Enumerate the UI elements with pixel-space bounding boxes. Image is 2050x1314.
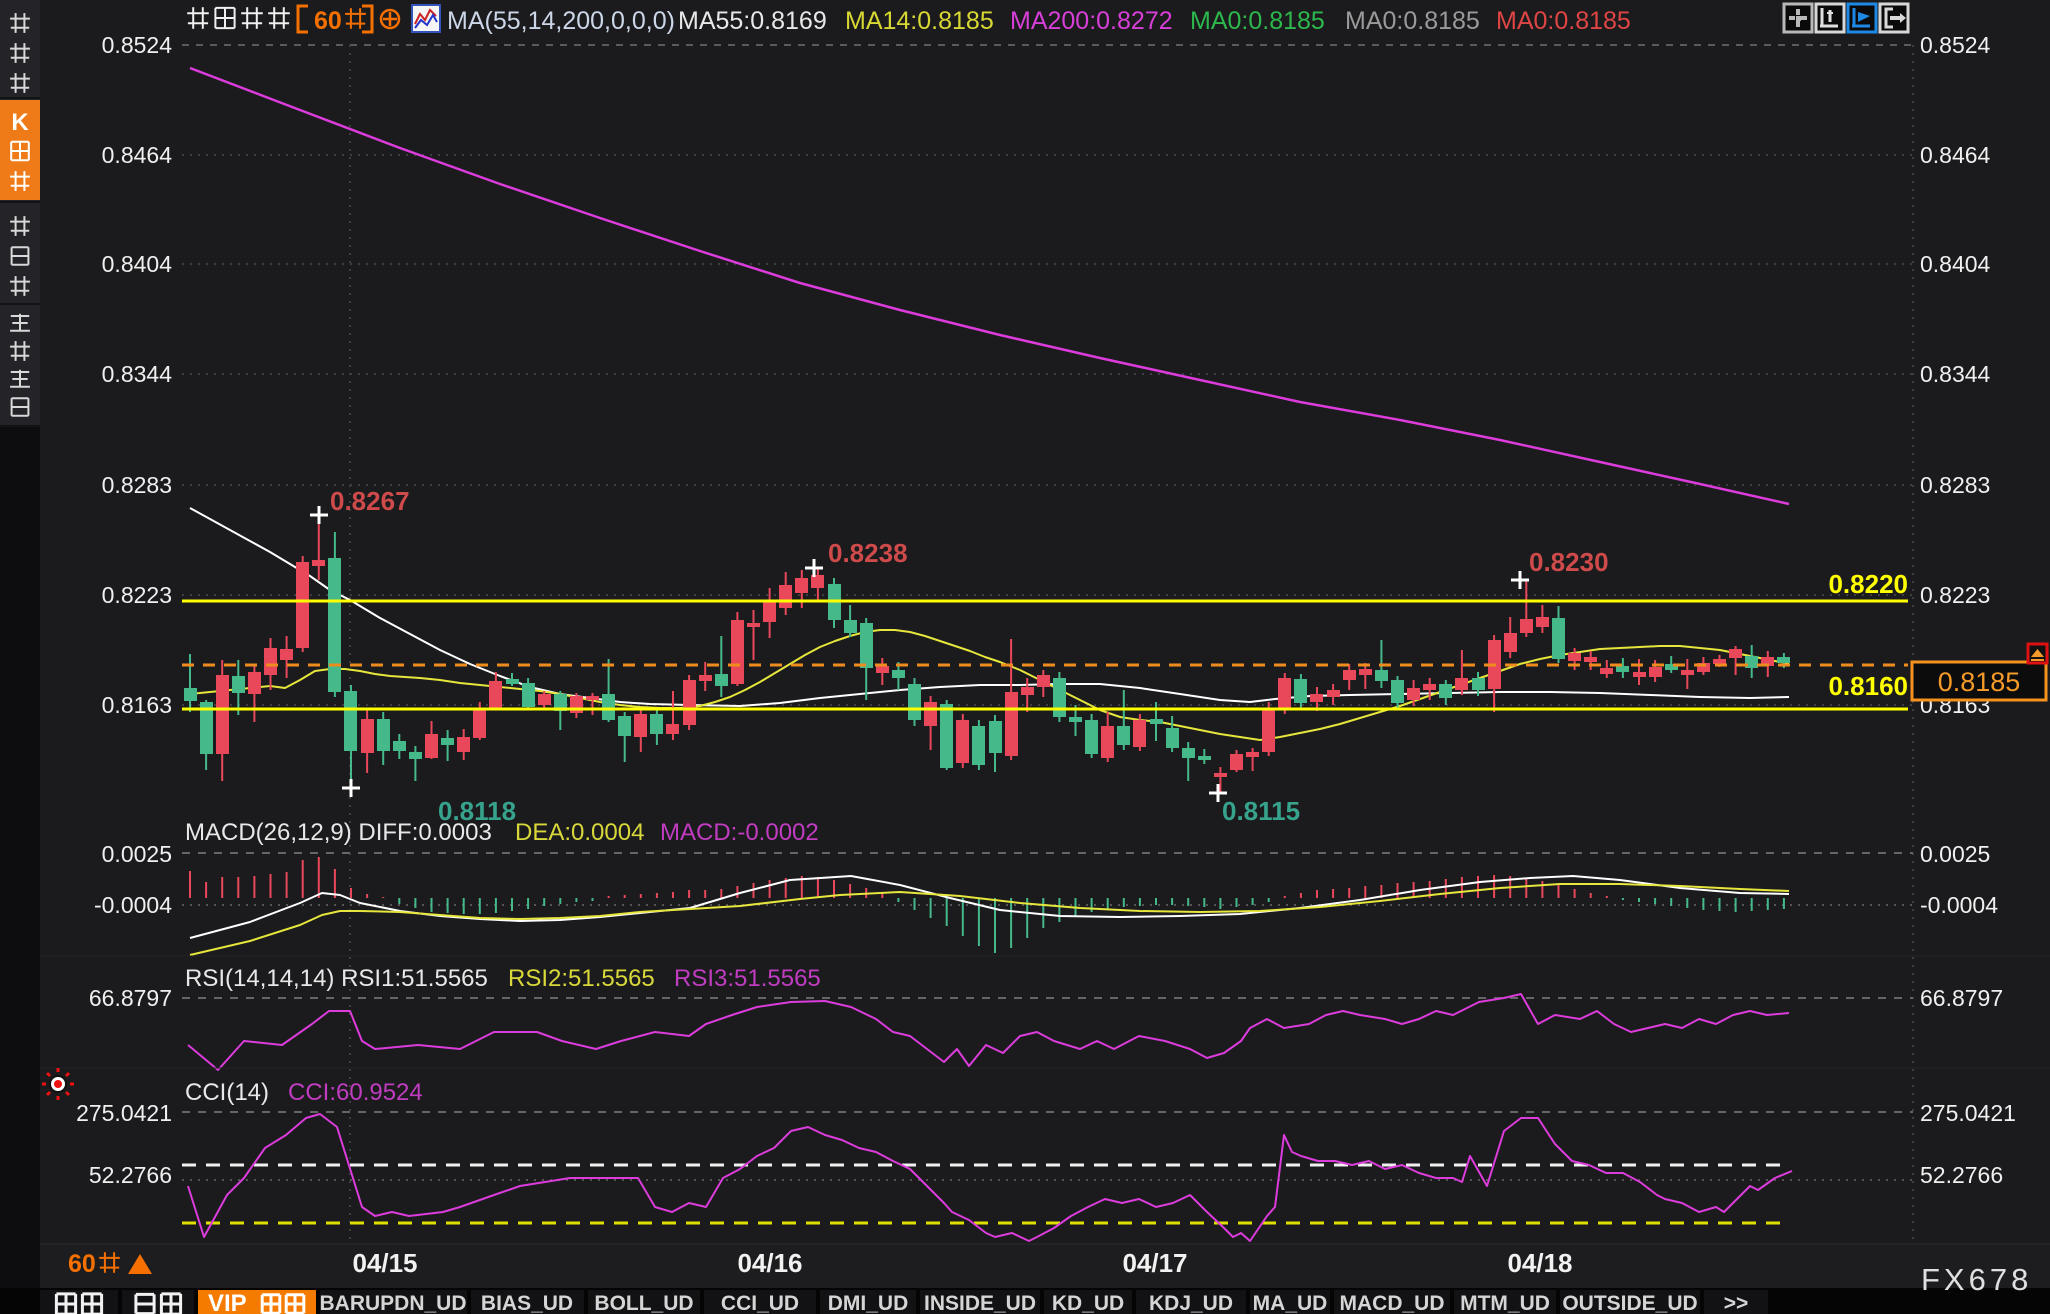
svg-text:VIP: VIP <box>208 1290 247 1314</box>
svg-text:BIAS_UD: BIAS_UD <box>481 1292 573 1314</box>
svg-text:0.8230: 0.8230 <box>1529 547 1609 577</box>
svg-text:MACD(26,12,9) DIFF:0.0003: MACD(26,12,9) DIFF:0.0003 <box>185 819 492 846</box>
svg-text:BOLL_UD: BOLL_UD <box>594 1292 693 1314</box>
svg-text:K: K <box>11 109 29 136</box>
svg-text:60: 60 <box>314 7 342 35</box>
svg-text:0.8464: 0.8464 <box>1920 142 1991 168</box>
svg-text:04/18: 04/18 <box>1507 1248 1572 1278</box>
svg-text:CCI(14): CCI(14) <box>185 1079 269 1106</box>
svg-text:0.8524: 0.8524 <box>1920 32 1991 58</box>
svg-text:RSI3:51.5565: RSI3:51.5565 <box>674 965 821 992</box>
svg-text:DEA:0.0004: DEA:0.0004 <box>515 819 644 846</box>
svg-text:MACD_UD: MACD_UD <box>1340 1292 1445 1314</box>
svg-text:04/16: 04/16 <box>737 1248 802 1278</box>
svg-text:>>: >> <box>1724 1292 1749 1314</box>
svg-text:FX678: FX678 <box>1921 1262 2032 1297</box>
svg-text:0.8220: 0.8220 <box>1828 569 1908 599</box>
svg-text:0.8115: 0.8115 <box>1222 796 1300 826</box>
svg-text:0.8238: 0.8238 <box>828 538 908 568</box>
svg-text:0.8404: 0.8404 <box>1920 251 1991 277</box>
svg-text:0.0025: 0.0025 <box>102 841 172 867</box>
svg-text:MA0:0.8185: MA0:0.8185 <box>1190 7 1325 35</box>
svg-text:275.0421: 275.0421 <box>1920 1100 2016 1126</box>
svg-text:0.8163: 0.8163 <box>102 692 172 718</box>
svg-text:CCI:60.9524: CCI:60.9524 <box>288 1079 423 1106</box>
svg-text:MA14:0.8185: MA14:0.8185 <box>845 7 994 35</box>
svg-text:0.8283: 0.8283 <box>102 472 172 498</box>
svg-text:KDJ_UD: KDJ_UD <box>1149 1292 1233 1314</box>
svg-text:INSIDE_UD: INSIDE_UD <box>924 1292 1036 1314</box>
svg-text:04/17: 04/17 <box>1122 1248 1187 1278</box>
svg-text:60: 60 <box>68 1250 96 1278</box>
svg-text:OUTSIDE_UD: OUTSIDE_UD <box>1562 1292 1697 1314</box>
svg-text:04/15: 04/15 <box>352 1248 417 1278</box>
svg-text:66.8797: 66.8797 <box>89 985 172 1011</box>
svg-text:-0.0004: -0.0004 <box>94 892 172 918</box>
svg-text:RSI(14,14,14) RSI1:51.5565: RSI(14,14,14) RSI1:51.5565 <box>185 965 488 992</box>
svg-text:0.8524: 0.8524 <box>102 32 173 58</box>
svg-text:MA0:0.8185: MA0:0.8185 <box>1496 7 1631 35</box>
svg-text:MA0:0.8185: MA0:0.8185 <box>1345 7 1480 35</box>
svg-text:MTM_UD: MTM_UD <box>1460 1292 1550 1314</box>
svg-text:DMI_UD: DMI_UD <box>828 1292 909 1314</box>
svg-text:0.8118: 0.8118 <box>438 796 516 826</box>
svg-text:0.8283: 0.8283 <box>1920 472 1990 498</box>
svg-text:52.2766: 52.2766 <box>89 1162 172 1188</box>
svg-text:0.8404: 0.8404 <box>102 251 173 277</box>
svg-text:RSI2:51.5565: RSI2:51.5565 <box>508 965 655 992</box>
svg-text:52.2766: 52.2766 <box>1920 1162 2003 1188</box>
svg-text:MA200:0.8272: MA200:0.8272 <box>1010 7 1173 35</box>
svg-text:0.8185: 0.8185 <box>1938 667 2021 697</box>
svg-text:0.8344: 0.8344 <box>102 361 173 387</box>
svg-text:0.8464: 0.8464 <box>102 142 173 168</box>
svg-text:0.8344: 0.8344 <box>1920 361 1991 387</box>
svg-text:0.8160: 0.8160 <box>1828 671 1908 701</box>
svg-text:MA_UD: MA_UD <box>1253 1292 1328 1314</box>
svg-text:-0.0004: -0.0004 <box>1920 892 1998 918</box>
svg-text:KD_UD: KD_UD <box>1052 1292 1124 1314</box>
svg-text:CCI_UD: CCI_UD <box>721 1292 799 1314</box>
svg-text:66.8797: 66.8797 <box>1920 985 2003 1011</box>
svg-text:0.8267: 0.8267 <box>330 486 410 516</box>
svg-text:MA(55,14,200,0,0,0): MA(55,14,200,0,0,0) <box>447 7 675 35</box>
svg-text:0.0025: 0.0025 <box>1920 841 1990 867</box>
svg-text:0.8223: 0.8223 <box>102 582 172 608</box>
svg-text:MA55:0.8169: MA55:0.8169 <box>678 7 827 35</box>
svg-text:0.8223: 0.8223 <box>1920 582 1990 608</box>
svg-text:BARUPDN_UD: BARUPDN_UD <box>319 1292 466 1314</box>
svg-text:MACD:-0.0002: MACD:-0.0002 <box>660 819 819 846</box>
svg-text:275.0421: 275.0421 <box>76 1100 172 1126</box>
